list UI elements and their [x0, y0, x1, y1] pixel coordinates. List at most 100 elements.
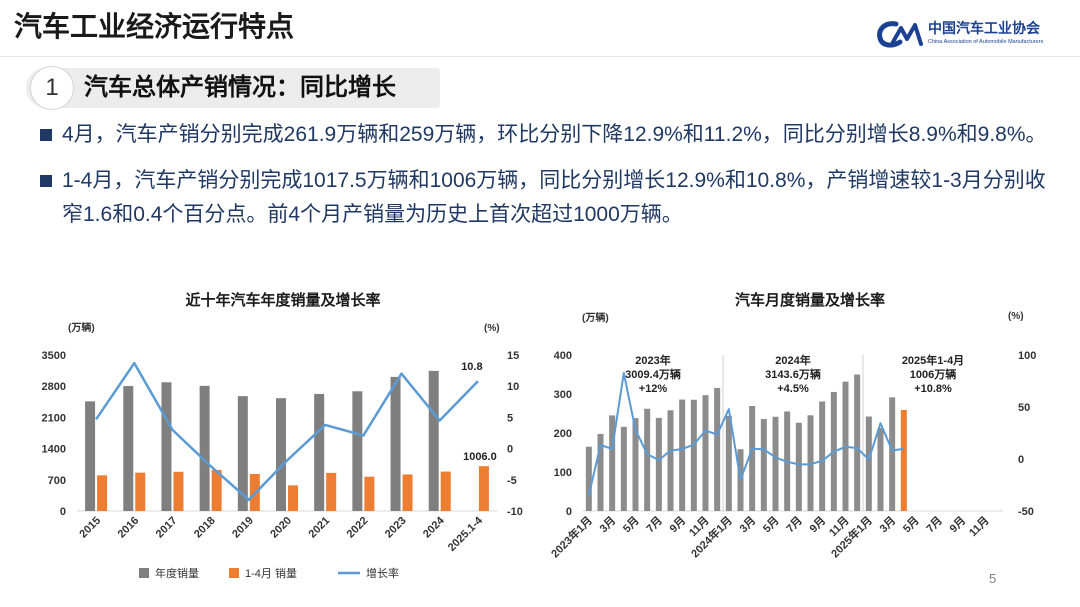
annotation-line: 2023年: [635, 353, 670, 367]
bar-series1-7: [364, 476, 375, 511]
charts-area: 近十年汽车年度销量及增长率 (万辆) (%) 0 700 1400 2100 2800 3…: [42, 291, 1037, 580]
x-tick-label: 2023年1月: [548, 513, 595, 560]
page-number: 5: [989, 571, 997, 586]
bar-series0-8: [679, 399, 686, 511]
logo-name-cn: 中国汽车工业协会: [928, 20, 1040, 36]
bar-series0-1: [597, 433, 604, 511]
bar-series0-6: [655, 417, 662, 511]
x-tick-label: 2019: [230, 515, 256, 541]
x-tick-label: 3月: [737, 514, 758, 535]
annotation-line: +4.5%: [777, 383, 809, 395]
bar-series0-24: [865, 416, 872, 511]
y2-tick-label: 15: [507, 350, 519, 362]
legend-label-growth-rate: 增长率: [366, 566, 399, 580]
bar-series0-16: [772, 416, 779, 511]
x-tick-label: 2024: [421, 514, 447, 540]
bullet-square-icon: [40, 129, 52, 141]
bar-series0-1: [123, 386, 134, 511]
bar-series0-10: [702, 395, 709, 511]
bar-series0-7: [352, 391, 363, 511]
bar-series1-6: [326, 472, 337, 511]
legend: 年度销量 1-4月 销量 增长率: [139, 566, 399, 580]
chart-title: 汽车月度销量及增长率: [735, 291, 885, 309]
y2-tick-label: 10: [507, 381, 519, 393]
chart-marks: 2023年 3009.4万辆 +12% 2024年 3143.6万辆 +4.5% 2025年…: [548, 350, 1036, 560]
bullet-list: 4月，汽车产销分别完成261.9万辆和259万辆，环比分别下降12.9%和11.…: [38, 118, 1048, 244]
growth-rate-line: [95, 361, 479, 502]
bullet-square-icon: [40, 175, 52, 187]
x-tick-label: 5月: [620, 514, 641, 535]
x-tick-label: 2022: [345, 515, 371, 541]
x-tick-label: 9月: [807, 514, 828, 535]
x-tick-label: 7月: [784, 514, 805, 535]
bar-series0-23: [854, 374, 861, 511]
bar-series1-3: [211, 469, 222, 511]
line-data-label: 10.8: [461, 361, 482, 373]
annotation-1: 2024年 3143.6万辆 +4.5%: [765, 353, 821, 395]
y-axis-unit: (万辆): [582, 311, 609, 324]
y2-tick-label: 0: [1018, 454, 1024, 466]
bar-series0-2: [609, 415, 616, 511]
x-tick-label: 5月: [760, 514, 781, 535]
y2-tick-label: -50: [1018, 506, 1034, 518]
annotation-line: +12%: [639, 383, 668, 395]
annotation-line: 1006万辆: [910, 367, 956, 381]
x-tick-label: 7月: [924, 514, 945, 535]
bar-series0-0: [585, 446, 592, 511]
monthly-sales-chart: 汽车月度销量及增长率 (万辆) (%) 2023年 3009.4万辆+12%202…: [548, 291, 1036, 560]
y-tick-label: 200: [554, 428, 572, 440]
x-tick-label: 3月: [597, 514, 618, 535]
x-tick-label: 3月: [877, 514, 898, 535]
bullet-item: 4月，汽车产销分别完成261.9万辆和259万辆，环比分别下降12.9%和11.…: [38, 118, 1048, 152]
y2-tick-label: -5: [507, 475, 517, 487]
x-tick-label: 5月: [900, 514, 921, 535]
legend-swatch-jan-apr-sales: [229, 568, 239, 578]
logo-name-en: China Association of Automobile Manufact…: [928, 39, 1044, 45]
bar-series1-2: [173, 471, 184, 511]
caam-logo: 中国汽车工业协会 China Association of Automobile…: [876, 18, 1066, 52]
x-tick-label: 9月: [947, 514, 968, 535]
y-tick-label: 3500: [42, 350, 66, 362]
caam-logo-icon: [877, 21, 923, 48]
page-title: 汽车工业经济运行特点: [14, 11, 295, 42]
bar-series0-5: [644, 408, 651, 511]
section-heading-bar: [26, 68, 440, 108]
annotation-line: 2025年1-4月: [902, 353, 964, 367]
x-tick-label: 2017: [154, 515, 180, 541]
x-tick-label: 2018: [192, 515, 218, 541]
y-tick-label: 0: [566, 506, 572, 518]
legend-label-jan-apr-sales: 1-4月 销量: [245, 566, 297, 580]
bar-series1-8: [402, 474, 413, 511]
growth-rate-line: [587, 372, 904, 496]
chart-title: 近十年汽车年度销量及增长率: [185, 291, 380, 309]
bar-series0-25: [877, 427, 884, 511]
annotation-2: 2025年1-4月 1006万辆 +10.8%: [902, 353, 964, 395]
y-tick-label: 1400: [42, 444, 66, 456]
annotation-line: 3009.4万辆: [625, 367, 681, 381]
annotation-line: 3143.6万辆: [765, 367, 821, 381]
y2-tick-label: 0: [507, 444, 513, 456]
y2-tick-label: 50: [1018, 402, 1030, 414]
y2-tick-label: 5: [507, 412, 513, 424]
y-tick-label: 0: [60, 506, 66, 518]
bar-series0-15: [760, 418, 767, 511]
chart-marks: 0 700 1400 2100 2800 3500 -10 -5 0 5 10 15 2015 2016 2…: [42, 350, 523, 554]
y-tick-label: 2100: [42, 412, 66, 424]
x-tick-label: 2020: [268, 515, 294, 541]
bar-series0-0: [85, 401, 96, 511]
x-tick-label: 11月: [966, 514, 991, 539]
section-title: 汽车总体产销情况：同比增长: [84, 74, 396, 101]
y-tick-label: 300: [554, 389, 572, 401]
x-tick-label: 2015: [77, 515, 103, 541]
bar-series0-3: [620, 426, 627, 511]
x-tick-label: 2016: [116, 515, 142, 541]
y2-tick-label: 100: [1018, 350, 1036, 362]
section-number: 1: [30, 66, 74, 110]
y-tick-label: 400: [554, 350, 572, 362]
bar-series0-20: [819, 401, 826, 511]
bar-series1-5: [288, 485, 298, 511]
y-tick-label: 700: [48, 475, 66, 487]
header-divider: [0, 56, 1080, 57]
bar-data-label: 1006.0: [463, 451, 497, 463]
x-tick-label: 2021: [307, 515, 333, 541]
